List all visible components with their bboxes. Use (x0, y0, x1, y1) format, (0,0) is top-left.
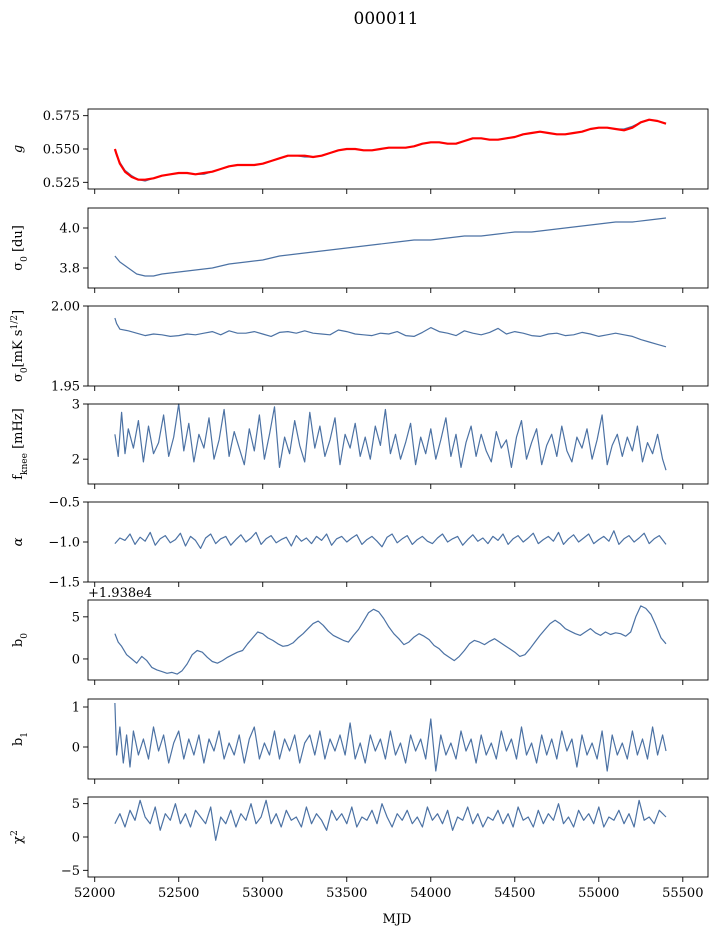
y-tick-label: 0 (72, 652, 80, 667)
x-axis-label: MJD (383, 912, 412, 927)
y-tick-label: 2 (72, 453, 80, 468)
y-axis-label: σ0[mK s1/2] (10, 310, 30, 382)
x-tick-label: 55000 (578, 886, 619, 901)
series-line-4-1 (114, 403, 667, 471)
axes-frame (87, 108, 709, 190)
y-offset-label: +1.938e4 (88, 586, 152, 601)
series-line-1-1 (114, 119, 667, 182)
series-line-1-2 (113, 118, 667, 181)
y-axis-label: χ2 (10, 830, 26, 844)
subplot-3: 1.95 2.00 σ0[mK s1/2] (10, 300, 709, 395)
y-tick-label: −5 (61, 864, 80, 879)
subplot-4: 2 3 fknee [mHz] (11, 398, 709, 489)
y-tick-label: −1.5 (48, 576, 80, 591)
y-tick-label: −1.0 (48, 536, 80, 551)
y-tick-label: 3 (72, 398, 80, 413)
y-tick-label: 0.550 (43, 143, 80, 158)
subplots: 0.525 0.550 0.575 g 3.8 4.0 σ0 [du] 1.95 2.00 σ0[… (10, 108, 709, 901)
x-tick-label: 55500 (662, 886, 703, 901)
figure-title: 000011 (354, 9, 419, 29)
x-tick-label: 54500 (494, 886, 535, 901)
axes-frame (87, 599, 709, 681)
y-tick-label: 0 (72, 831, 80, 846)
subplot-5: −1.5 −1.0 −0.5 α (11, 496, 709, 591)
x-tick-label: 54000 (410, 886, 451, 901)
x-tick-label: 53500 (326, 886, 367, 901)
y-tick-label: 1 (72, 701, 80, 716)
y-tick-label: 2.00 (51, 300, 80, 315)
y-tick-label: 1.95 (51, 380, 80, 395)
axes-frame (87, 207, 709, 289)
series-line-2-1 (114, 217, 667, 277)
x-tick-label: 52000 (74, 886, 115, 901)
y-tick-label: 4.0 (59, 222, 80, 237)
y-axis-label: σ0 [du] (11, 225, 30, 271)
y-tick-label: 0 (72, 741, 80, 756)
y-tick-label: 0.525 (43, 176, 80, 191)
y-axis-label: α (11, 537, 26, 546)
subplot-1: 0.525 0.550 0.575 g (11, 108, 709, 194)
y-tick-label: 3.8 (59, 262, 80, 277)
y-axis-label: fknee [mHz] (11, 408, 30, 480)
y-tick-label: 0.575 (43, 109, 80, 124)
y-tick-label: 5 (72, 797, 80, 812)
y-axis-label: g (11, 145, 26, 153)
subplot-8: −5 0 5 52000 52500 53000 53500 54000 54500 55000 5… (10, 796, 709, 901)
x-tick-label: 52500 (158, 886, 199, 901)
axes-frame (87, 698, 709, 780)
y-tick-label: −0.5 (48, 496, 80, 511)
axes-frame (87, 305, 709, 387)
series-line-5-1 (114, 530, 667, 550)
subplot-7: 0 1 b1 (11, 698, 709, 784)
series-line-8-1 (114, 799, 667, 841)
subplot-2: 3.8 4.0 σ0 [du] (11, 207, 709, 293)
x-tick-label: 53000 (242, 886, 283, 901)
y-tick-label: 5 (72, 610, 80, 625)
y-axis-label: b0 (11, 633, 30, 647)
series-line-6-1 (114, 605, 667, 675)
series-line-3-1 (114, 317, 667, 348)
series-line-7-1 (114, 702, 667, 772)
subplot-6: 0 5 +1.938e4 b0 (11, 586, 709, 685)
axes-frame (87, 796, 709, 878)
axes-frame (87, 403, 709, 485)
y-axis-label: b1 (11, 732, 30, 746)
